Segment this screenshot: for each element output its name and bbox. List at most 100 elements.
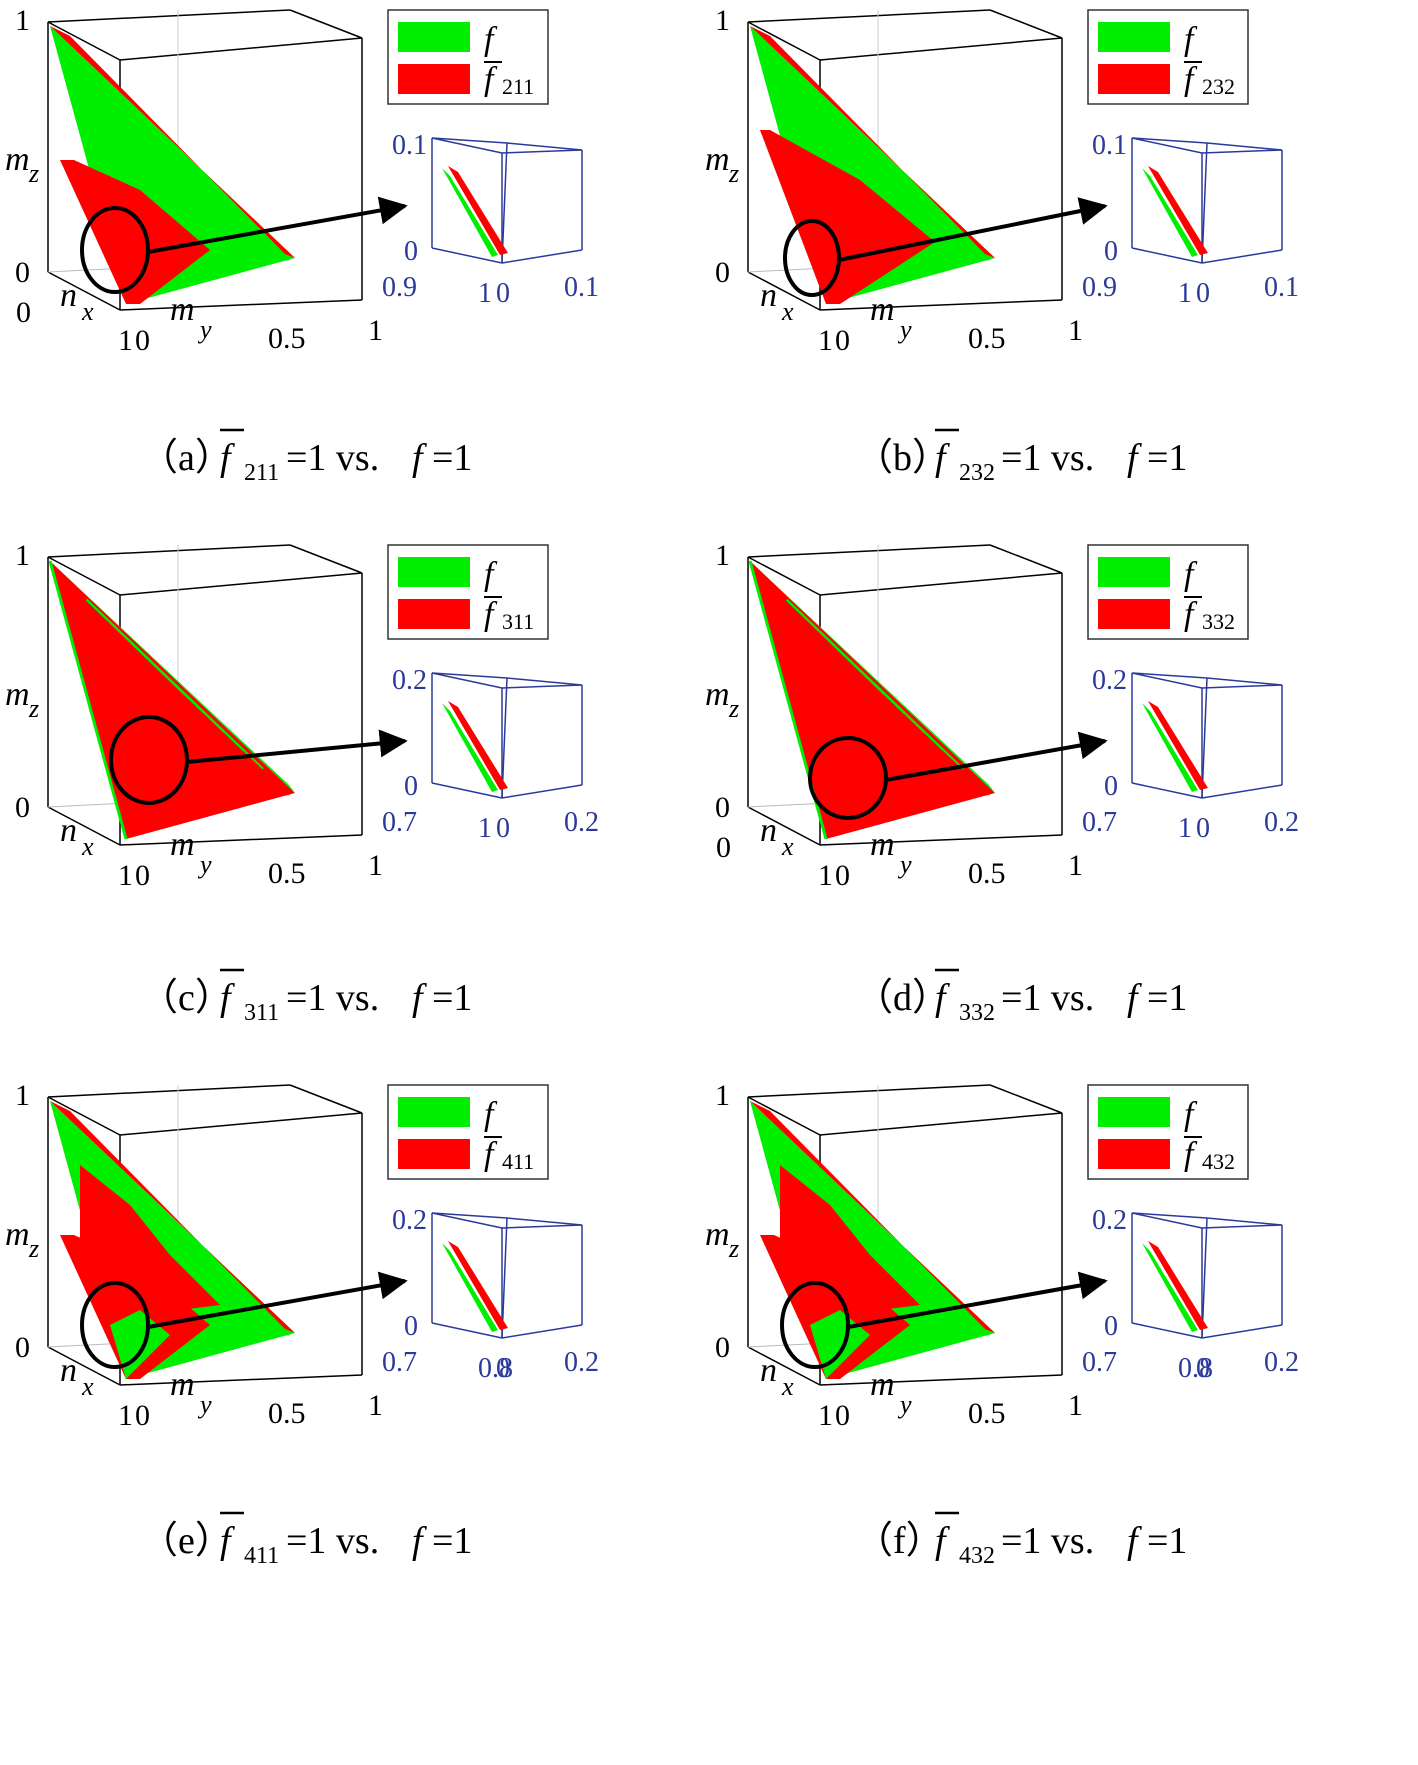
region-f-stripe [86, 599, 264, 770]
legend: ff 432 [1087, 1084, 1249, 1180]
region-f-edge [48, 560, 128, 840]
caption-end: =1 [432, 437, 472, 479]
axis-label-nx: n [60, 277, 77, 314]
axis-label-mz-sub: z [28, 1234, 39, 1263]
inset-edge [501, 784, 583, 799]
caption-eq: =1 vs. [1001, 1520, 1094, 1562]
cube-edge [47, 271, 121, 311]
zoom-arrow [147, 1271, 408, 1329]
cube-edge [819, 572, 1063, 596]
region-fbar [50, 1101, 295, 1333]
cube-edge [47, 21, 121, 61]
cube-edge [747, 21, 821, 61]
inset-edge [1131, 137, 1203, 154]
axis-label-my-sub: y [197, 850, 212, 879]
inset-edge [501, 249, 583, 264]
inset-edge [431, 672, 508, 679]
axis-label-nx: n [60, 1352, 77, 1389]
axis-label-my: m [870, 1366, 895, 1403]
inset: 0.100.9 1 0 0.1 [382, 130, 599, 309]
inset: 0.200.7 0.80 0.2 [1082, 1205, 1299, 1384]
axis-label-nx-sub: x [781, 1372, 794, 1401]
inset-region-f [1142, 1243, 1198, 1332]
inset-edge [501, 1224, 583, 1229]
caption-end: =1 [432, 1520, 472, 1562]
zoom-arrow [147, 196, 408, 254]
surface [50, 26, 295, 304]
legend-swatch-f [398, 557, 470, 587]
inset-edge [431, 137, 503, 154]
inset-edge [431, 672, 503, 689]
caption-end: =1 [432, 977, 472, 1019]
cube-edge [819, 834, 1063, 846]
legend-swatch-f [1098, 1097, 1170, 1127]
surface [748, 560, 995, 840]
cube-frame [747, 1084, 1063, 1386]
inset-tick-x-left: 0.7 [382, 807, 417, 838]
inset-edge [1201, 684, 1283, 689]
zoom-arrow [847, 1271, 1108, 1329]
inset-edge [1206, 677, 1283, 686]
caption-eq: =1 vs. [286, 437, 379, 479]
cube-edge [747, 9, 991, 23]
caption-end: =1 [1147, 977, 1187, 1019]
cube-edge [119, 37, 363, 61]
caption-label: （a） [140, 437, 233, 479]
legend: ff 211 [387, 9, 549, 105]
inset-tick-z-top: 0.2 [1092, 1205, 1127, 1236]
inset-tick-y-mid: 0 [496, 813, 510, 844]
inset-tick-x-right: 1 [478, 278, 492, 309]
caption-eq: =1 vs. [1001, 977, 1094, 1019]
inset-edge [1131, 672, 1203, 689]
cube-edge [47, 556, 121, 596]
caption-subscript: 432 [959, 1543, 995, 1569]
tick-y-mid: 0.5 [968, 857, 1006, 890]
panel-caption: （b）f 232 =1 vs. f =1 [855, 428, 1187, 486]
inset: 0.200.7 1 0 0.2 [1082, 665, 1299, 844]
inset-tick-y-end: 0.2 [564, 807, 599, 838]
inset-edge [1131, 1212, 1208, 1219]
region-fbar [750, 1101, 995, 1333]
inset-tick-y-end: 0.1 [564, 272, 599, 303]
axis-label-nx-sub: x [781, 297, 794, 326]
inset-edge [431, 782, 503, 799]
panel-caption: （d）f 332 =1 vs. f =1 [855, 968, 1187, 1026]
axis-label-my: m [870, 826, 895, 863]
inset-edge [501, 1324, 583, 1339]
inset-edge [1201, 249, 1283, 264]
inset-tick-y-mid: 0 [1196, 813, 1210, 844]
axis-label-mz-sub: z [728, 159, 739, 188]
tick-z-top: 1 [15, 1079, 30, 1112]
caption-fbar: f [935, 1520, 950, 1562]
legend: ff 311 [387, 544, 549, 640]
inset-edge [431, 1322, 503, 1339]
zoom-arrow [885, 731, 1108, 782]
cube-edge [289, 1084, 363, 1114]
axis-label-my-sub: y [897, 850, 912, 879]
inset-tick-y-mid: 0 [1196, 278, 1210, 309]
legend: ff 411 [387, 1084, 549, 1180]
panel-caption: （a）f 211 =1 vs. f =1 [140, 428, 472, 486]
tick-y-start: 0 [835, 859, 850, 892]
inset-region-fbar [448, 1241, 508, 1330]
caption-label: （c） [140, 977, 233, 1019]
caption-f: f [1127, 977, 1142, 1019]
inset-region-f [442, 168, 498, 257]
tick-z-top: 1 [15, 4, 30, 37]
legend-label-fbar-sub: 332 [1202, 609, 1235, 634]
tick-x-end: 1 [818, 859, 833, 892]
caption-f: f [412, 977, 427, 1019]
legend-swatch-f [398, 22, 470, 52]
tick-z-bottom: 0 [715, 791, 730, 824]
inset-tick-z-bottom: 0 [1104, 1311, 1118, 1342]
cube-edge [47, 806, 121, 846]
tick-y-start: 0 [135, 859, 150, 892]
axis-label-nx-sub: x [781, 832, 794, 861]
inset-region-fbar [1148, 701, 1208, 790]
surface [50, 1101, 295, 1379]
inset-edge [1206, 1217, 1283, 1226]
cube-edge [47, 1096, 121, 1136]
axis-label-my: m [170, 1366, 195, 1403]
cube-edge [119, 299, 363, 311]
